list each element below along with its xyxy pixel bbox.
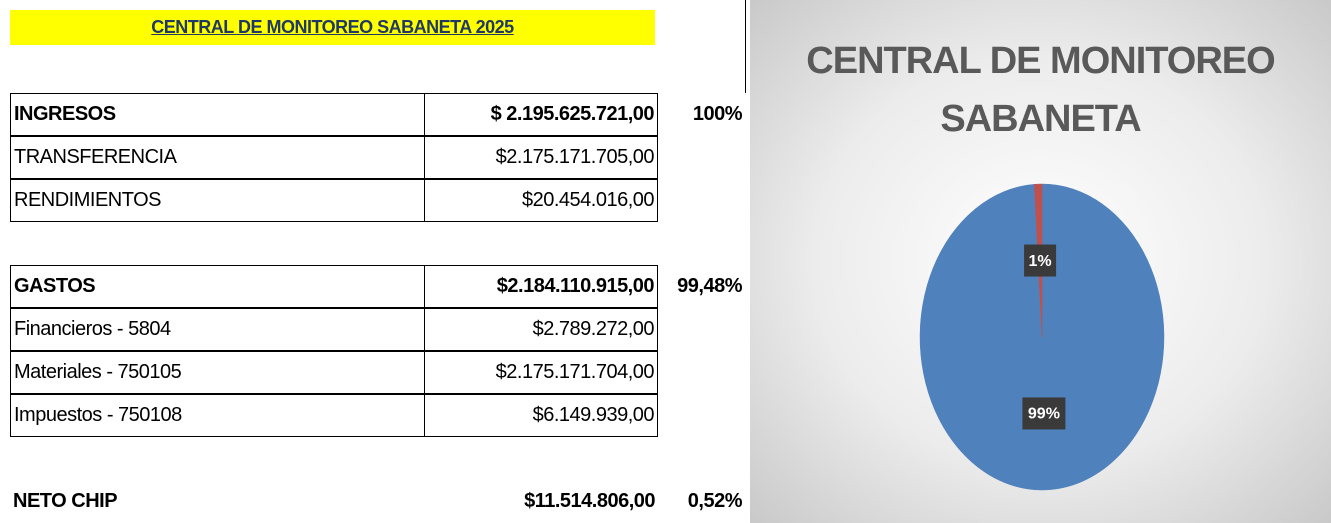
table-cell: INGRESOS [10,93,425,136]
table-cell: Materiales - 750105 [10,351,425,394]
table-cell: $20.454.016,00 [425,179,658,222]
table-cell: $6.149.939,00 [425,394,658,437]
table-cell: 100% [692,103,743,125]
table-cell: $ 2.195.625.721,00 [425,93,658,136]
chart-title: CENTRAL DE MONITOREO SABANETA [806,40,1275,140]
chart: 99% 1% [919,183,1165,491]
data-label-box [1024,244,1057,277]
data-label: 99% [1028,406,1060,423]
sheet-title: CENTRAL DE MONITOREO SABANETA 2025 [10,10,655,45]
table-cell: $2.175.171.705,00 [425,136,658,179]
data-label-box [1022,397,1066,430]
table-cell: $2.184.110.915,00 [425,265,658,308]
column-line [745,0,746,93]
chart-panel: CENTRAL DE MONITOREO SABANETA 99% 1% [750,0,1331,523]
table-cell: 0,52% [687,490,743,512]
table-cell: RENDIMIENTOS [10,179,425,222]
table-cell: $2.789.272,00 [425,308,658,351]
data-label: 1% [1029,253,1052,270]
table-cell: $11.514.806,00 [524,490,655,512]
table-cell: Financieros - 5804 [10,308,425,351]
table-cell: TRANSFERENCIA [10,136,425,179]
table-cell: NETO CHIP [13,490,118,512]
table-cell: GASTOS [10,265,425,308]
table-cell: Impuestos - 750108 [10,394,425,437]
table-cell: 99,48% [677,275,742,297]
table-cell: $2.175.171.704,00 [425,351,658,394]
